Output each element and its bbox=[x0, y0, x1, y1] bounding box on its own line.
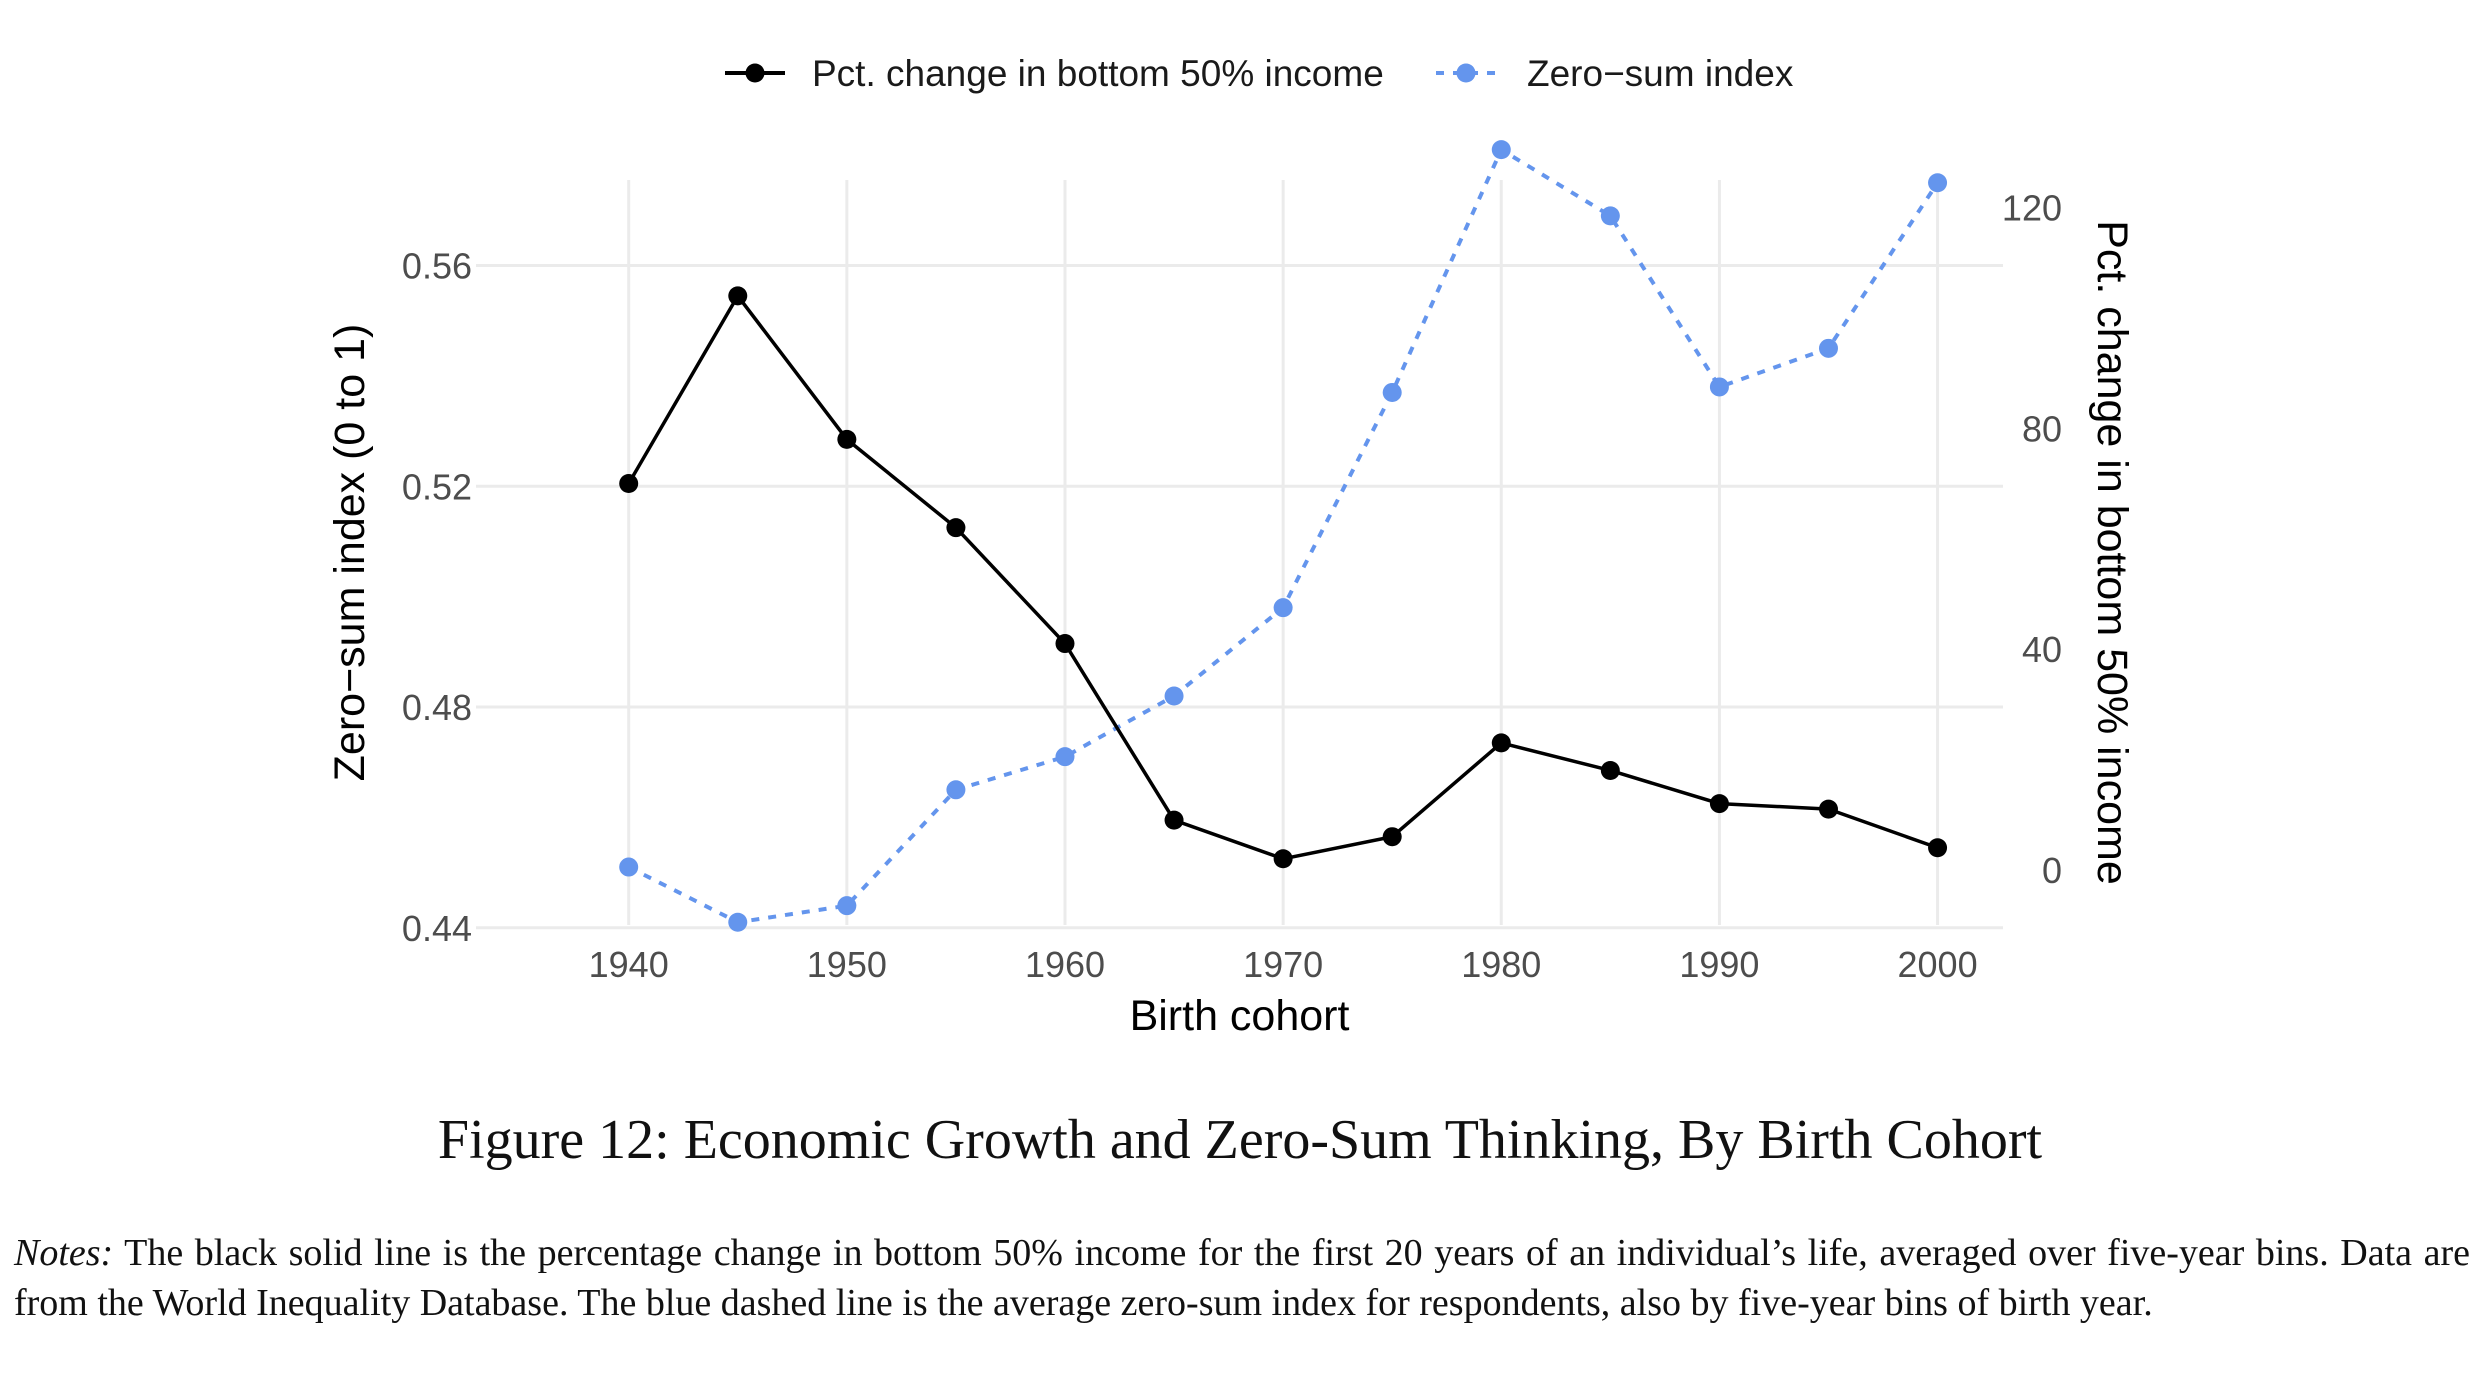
income-change-point bbox=[1491, 733, 1511, 753]
gridlines bbox=[476, 180, 2003, 930]
x-tick-label: 2000 bbox=[1898, 944, 1978, 985]
zero-sum-index-point bbox=[619, 857, 639, 877]
legend-key-point bbox=[1456, 63, 1476, 83]
income-change-point bbox=[1273, 849, 1293, 869]
y-right-tick-label: 0 bbox=[2042, 850, 2062, 891]
zero-sum-index-point bbox=[837, 896, 857, 916]
notes-text: The black solid line is the percentage c… bbox=[14, 1232, 2470, 1324]
income-change-point bbox=[728, 286, 748, 306]
y-right-tick-label: 40 bbox=[2022, 629, 2062, 670]
income-change-point bbox=[1818, 799, 1838, 819]
y-left-tick-label: 0.48 bbox=[402, 687, 472, 728]
legend: Pct. change in bottom 50% income Zero−sum… bbox=[725, 53, 1794, 94]
x-tick-label: 1960 bbox=[1025, 944, 1105, 985]
legend-label: Pct. change in bottom 50% income bbox=[812, 53, 1384, 94]
income-change-point bbox=[1600, 760, 1620, 780]
zero-sum-index-point bbox=[728, 912, 748, 932]
x-tick-label: 1940 bbox=[589, 944, 669, 985]
y-right-axis-title: Pct. change in bottom 50% income bbox=[2088, 220, 2136, 884]
zero-sum-index-point bbox=[1273, 598, 1293, 618]
notes-lead: Notes: bbox=[14, 1232, 114, 1274]
dual-axis-line-chart: Pct. change in bottom 50% income Zero−sum… bbox=[326, 53, 2136, 1040]
income-change-point bbox=[1928, 838, 1948, 858]
x-tick-label: 1950 bbox=[807, 944, 887, 985]
x-tick-label: 1970 bbox=[1243, 944, 1323, 985]
y-left-tick-label: 0.44 bbox=[402, 908, 472, 949]
figure-notes: Notes: The black solid line is the perce… bbox=[14, 1228, 2470, 1328]
income-change-point bbox=[946, 518, 966, 538]
income-change-point bbox=[1382, 827, 1402, 847]
y-left-tick-label: 0.52 bbox=[402, 466, 472, 507]
legend-item-zero-sum: Zero−sum index bbox=[1436, 53, 1794, 94]
zero-sum-index-point bbox=[1928, 173, 1948, 193]
income-change-point bbox=[1055, 634, 1075, 654]
x-tick-label: 1990 bbox=[1679, 944, 1759, 985]
y-right-tick-label: 120 bbox=[2002, 188, 2062, 229]
zero-sum-index-point bbox=[1382, 382, 1402, 402]
income-change-point bbox=[1164, 810, 1184, 830]
x-axis-title: Birth cohort bbox=[1130, 992, 1350, 1040]
legend-item-income: Pct. change in bottom 50% income bbox=[725, 53, 1384, 94]
income-change-point bbox=[1709, 794, 1729, 814]
x-tick-label: 1980 bbox=[1461, 944, 1541, 985]
zero-sum-index-point bbox=[1818, 338, 1838, 358]
y-left-axis-title: Zero−sum index (0 to 1) bbox=[326, 324, 374, 782]
axes-layer: 1940 1950 1960 1970 1980 1990 2000 0.44 0.48 0.52… bbox=[326, 188, 2136, 1040]
legend-label: Zero−sum index bbox=[1527, 53, 1794, 94]
income-change-point bbox=[619, 474, 639, 494]
zero-sum-index-point bbox=[1600, 206, 1620, 226]
zero-sum-index-point bbox=[1709, 377, 1729, 397]
zero-sum-index-point bbox=[1491, 140, 1511, 160]
zero-sum-index-point bbox=[1164, 686, 1184, 706]
zero-sum-index-point bbox=[1055, 747, 1075, 767]
y-left-tick-label: 0.56 bbox=[402, 246, 472, 287]
income-change-point bbox=[837, 429, 857, 449]
y-right-tick-label: 80 bbox=[2022, 408, 2062, 449]
zero-sum-index-point bbox=[946, 780, 966, 800]
figure-caption: Figure 12: Economic Growth and Zero-Sum … bbox=[437, 1109, 2043, 1171]
legend-key-point bbox=[745, 63, 765, 83]
series-layer bbox=[619, 140, 1948, 932]
